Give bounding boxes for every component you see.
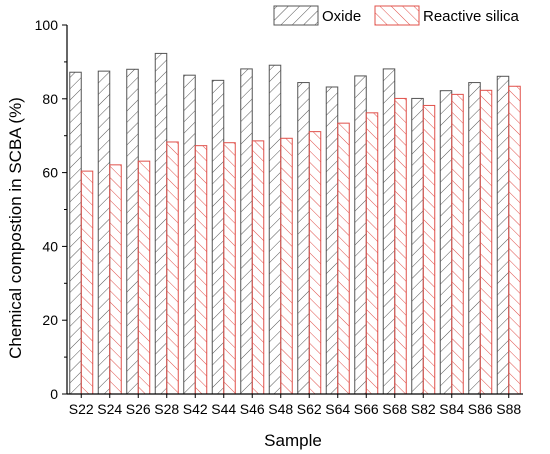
y-axis-ticks: 0 20 40 60 80 100: [35, 17, 67, 402]
bar-reactive-silica-s42: [194, 145, 208, 395]
x-axis-title: Sample: [264, 431, 322, 450]
bar-reactive-silica-s82: [422, 104, 436, 395]
bar-oxide-s48: [268, 64, 282, 395]
bar-reactive-silica-s44: [223, 142, 236, 395]
bar-oxide-s24: [97, 70, 111, 395]
bar-reactive-silica-s22: [80, 170, 94, 395]
bar-oxide-s22: [69, 71, 82, 395]
x-tick-label-s82: S82: [411, 401, 436, 417]
legend-label-reactive-silica: Reactive silica: [423, 8, 520, 25]
x-tick-label-s46: S46: [240, 401, 265, 417]
bar-oxide-s62: [297, 82, 310, 395]
bar-reactive-silica-s66: [365, 112, 379, 395]
bar-oxide-s46: [240, 68, 253, 395]
x-tick-label-s42: S42: [183, 401, 208, 417]
bars-layer: [69, 52, 521, 395]
x-tick-label-s22: S22: [69, 401, 94, 417]
x-tick-label-s26: S26: [126, 401, 151, 417]
bar-reactive-silica-s24: [109, 164, 122, 395]
x-tick-label-s48: S48: [268, 401, 293, 417]
bar-oxide-s26: [126, 68, 139, 395]
x-tick-label-s84: S84: [439, 401, 464, 417]
bar-oxide-s82: [411, 97, 424, 395]
x-tick-label-s66: S66: [354, 401, 379, 417]
x-tick-label-s28: S28: [154, 401, 179, 417]
bar-oxide-s66: [354, 75, 367, 395]
x-tick-label-s68: S68: [382, 401, 407, 417]
bar-reactive-silica-s84: [451, 93, 464, 395]
bar-oxide-s88: [496, 75, 510, 395]
y-tick-label: 20: [42, 312, 58, 328]
bar-reactive-silica-s26: [137, 160, 151, 395]
bar-oxide-s64: [325, 86, 339, 395]
bar-oxide-s42: [183, 74, 196, 395]
y-axis-title: Chemical compostion in SCBA (%): [6, 97, 25, 359]
bar-reactive-silica-s28: [166, 141, 179, 395]
x-tick-label-s62: S62: [297, 401, 322, 417]
bar-reactive-silica-s68: [394, 97, 407, 395]
bar-oxide-s28: [154, 52, 168, 395]
legend-swatch-reactive-silica: [374, 5, 420, 26]
x-tick-label-s86: S86: [468, 401, 493, 417]
bar-reactive-silica-s48: [280, 137, 293, 395]
y-tick-label: 80: [42, 91, 58, 107]
bar-reactive-silica-s86: [479, 89, 493, 395]
x-tick-label-s88: S88: [496, 401, 521, 417]
y-tick-label: 0: [50, 386, 58, 402]
bar-oxide-s44: [211, 79, 225, 395]
x-tick-label-s24: S24: [97, 401, 122, 417]
y-tick-label: 100: [35, 17, 59, 33]
x-tick-label-s44: S44: [211, 401, 236, 417]
bar-oxide-s68: [382, 68, 396, 395]
bar-reactive-silica-s64: [337, 122, 350, 395]
x-tick-label-s64: S64: [325, 401, 350, 417]
bar-reactive-silica-s46: [251, 140, 265, 395]
x-axis-ticks: S22 S24 S26 S28 S42 S44 S46 S48 S62 S64 S66 S68 S82 S…: [69, 394, 521, 417]
legend-label-oxide: Oxide: [322, 8, 361, 25]
y-tick-label: 40: [42, 238, 58, 254]
bar-reactive-silica-s62: [308, 131, 322, 395]
y-tick-label: 60: [42, 165, 58, 181]
legend: Oxide Reactive silica: [273, 5, 520, 26]
bar-reactive-silica-s88: [508, 85, 521, 395]
legend-swatch-oxide: [273, 5, 319, 26]
bar-oxide-s84: [439, 90, 453, 395]
bar-oxide-s86: [468, 82, 481, 395]
